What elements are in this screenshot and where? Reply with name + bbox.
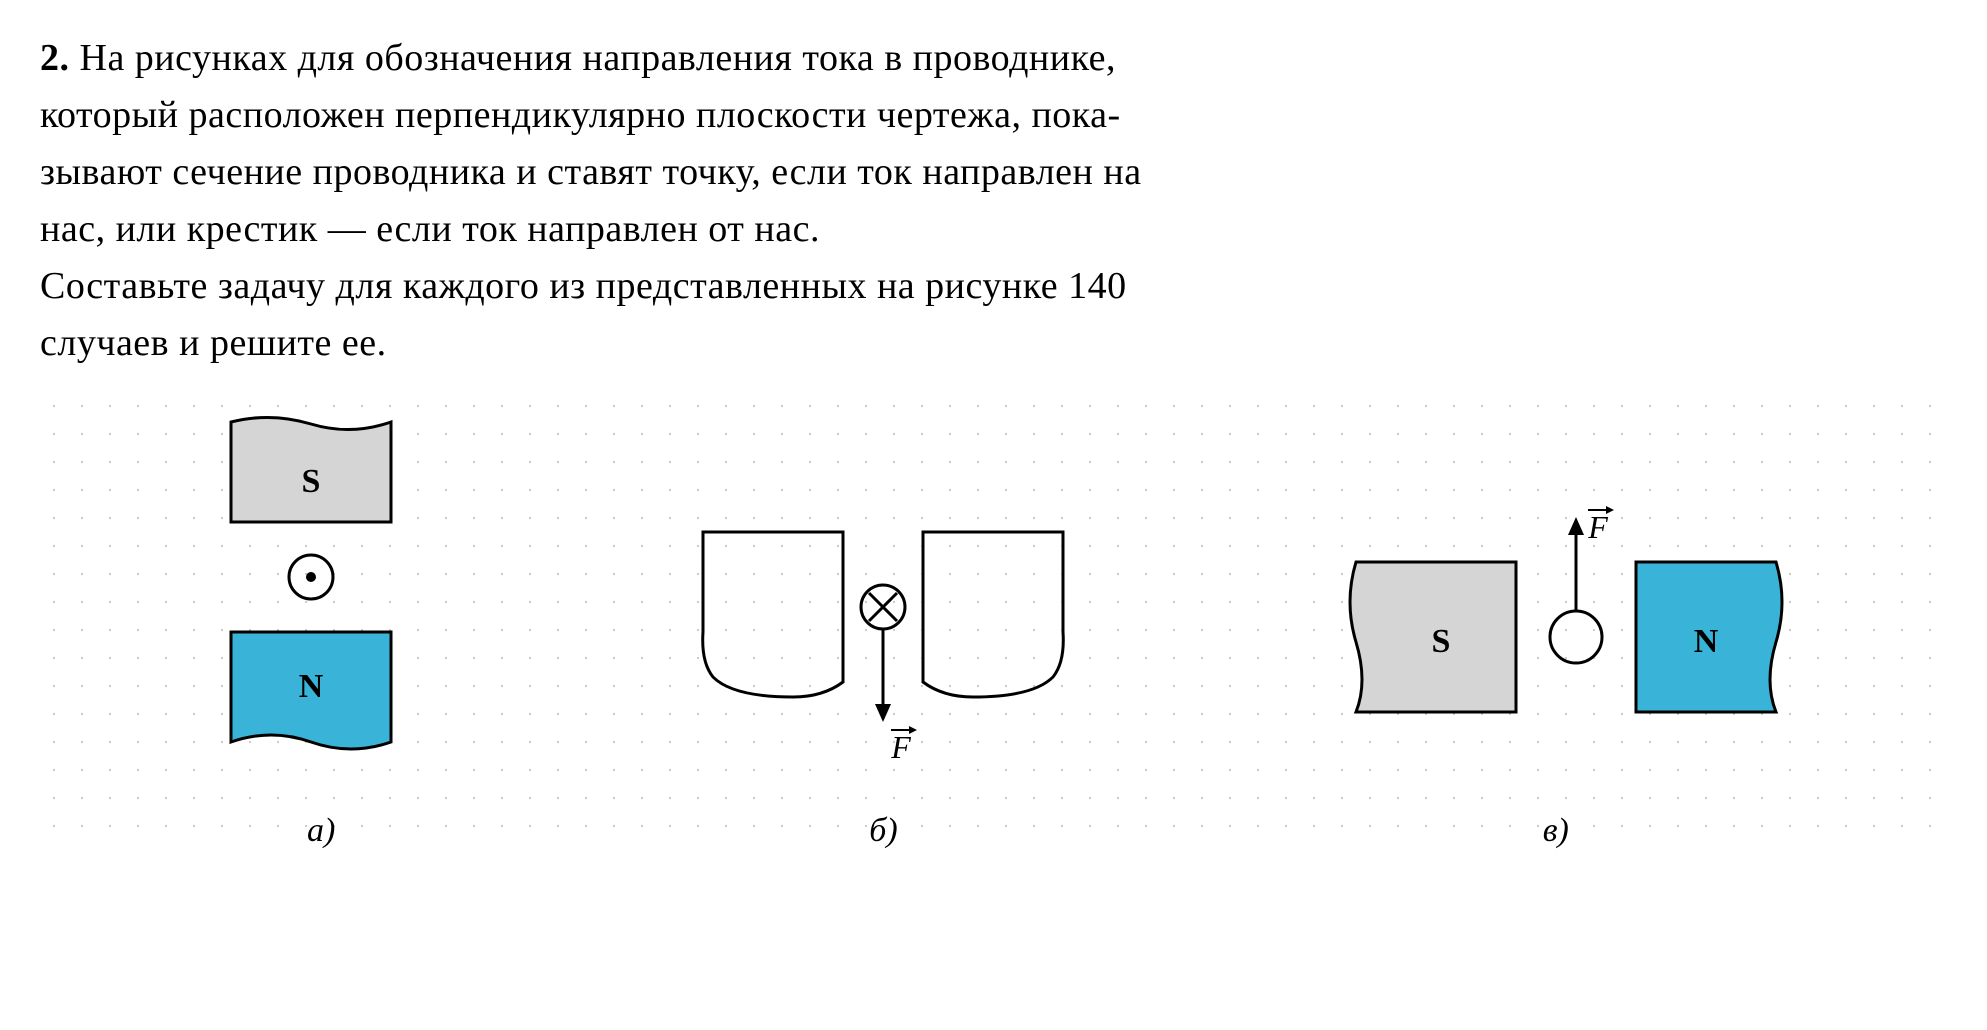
force-label: F	[891, 729, 912, 765]
figure-c: F S N в)	[1316, 482, 1796, 850]
force-arrow-head-icon	[875, 704, 891, 722]
conductor-circle	[1550, 611, 1602, 663]
problem-line-2: который расположен перпендикулярно плоск…	[40, 94, 1121, 136]
problem-line-1: На рисунках для обозначения направления …	[80, 37, 1116, 79]
figure-c-label: в)	[1543, 812, 1569, 850]
figure-b-label: б)	[869, 812, 897, 850]
pole-label-s: S	[302, 463, 321, 500]
problem-line-3: зывают сечение проводника и ставят точку…	[40, 151, 1142, 193]
figure-b: F б)	[673, 482, 1093, 850]
conductor-dot-icon	[306, 572, 316, 582]
problem-number: 2.	[40, 37, 70, 79]
pole-label-n: N	[299, 668, 324, 705]
figure-a: S N а)	[191, 412, 451, 850]
force-label: F	[1587, 509, 1608, 545]
problem-line-4: нас, или крестик — если ток направлен от…	[40, 208, 820, 250]
problem-text: 2. На рисунках для обозначения направлен…	[40, 30, 1947, 372]
pole-label-n: N	[1694, 623, 1719, 660]
figure-a-label: а)	[307, 812, 335, 850]
figures-area: S N а) F б)	[40, 392, 1947, 850]
magnet-left-shape	[703, 532, 843, 697]
pole-label-s: S	[1431, 623, 1450, 660]
figure-b-svg: F	[673, 482, 1093, 782]
magnet-right-shape	[923, 532, 1063, 697]
problem-line-6: случаев и решите ее.	[40, 322, 387, 364]
figure-a-svg: S N	[191, 412, 451, 782]
figures-row: S N а) F б)	[40, 412, 1947, 850]
force-arrow-head-icon	[1568, 517, 1584, 535]
problem-line-5: Составьте задачу для каждого из представ…	[40, 265, 1127, 307]
figure-c-svg: F S N	[1316, 482, 1796, 782]
